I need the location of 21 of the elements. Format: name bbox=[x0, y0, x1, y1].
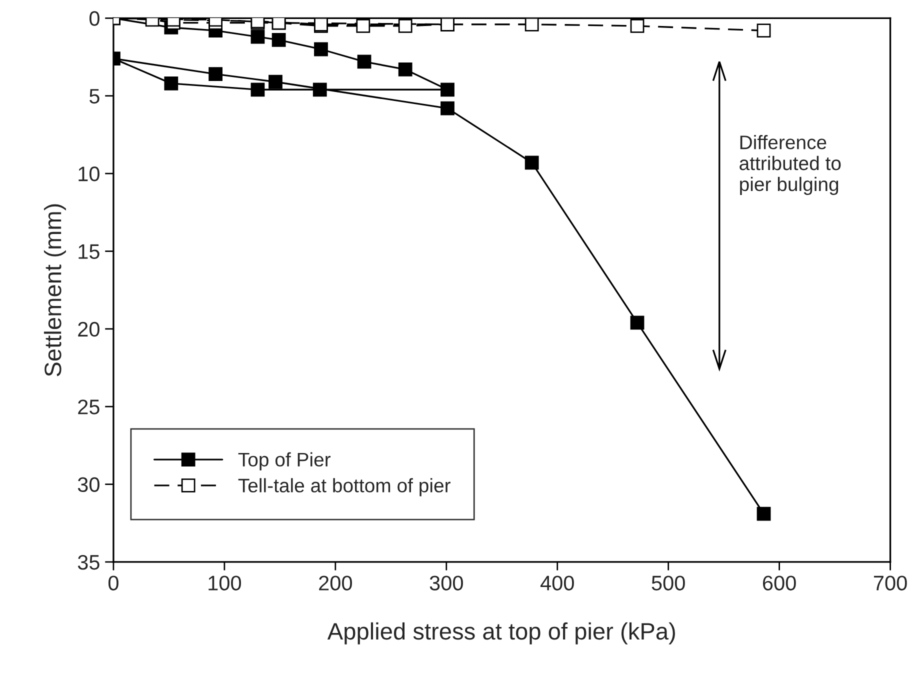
legend-label: Top of Pier bbox=[238, 452, 331, 470]
y-tick-label: 15 bbox=[78, 244, 100, 259]
y-tick-label: 5 bbox=[90, 89, 100, 104]
x-tick-label: 700 bbox=[874, 576, 907, 590]
legend-label: Tell-tale at bottom of pier bbox=[238, 478, 450, 496]
y-tick-label: 10 bbox=[78, 166, 100, 182]
y-tick-label: 20 bbox=[78, 322, 100, 337]
x-tick-label: 300 bbox=[430, 576, 463, 590]
x-tick-label: 400 bbox=[540, 576, 574, 590]
y-tick-label: 35 bbox=[78, 554, 100, 570]
y-axis-title: Settlement (mm) bbox=[44, 204, 66, 376]
x-tick-label: 600 bbox=[763, 576, 796, 590]
y-tick-label: 0 bbox=[89, 11, 100, 26]
y-tick-label: 25 bbox=[78, 400, 100, 414]
x-tick-label: 500 bbox=[652, 576, 685, 590]
x-axis-title: Applied stress at top of pier (kPa) bbox=[327, 622, 675, 644]
x-tick-label: 0 bbox=[108, 576, 118, 590]
y-tick-label: 30 bbox=[78, 477, 100, 492]
annotation: Difference attributed to pier bulging bbox=[740, 134, 841, 195]
x-tick-label: 200 bbox=[319, 576, 352, 590]
x-tick-label: 100 bbox=[208, 576, 242, 590]
